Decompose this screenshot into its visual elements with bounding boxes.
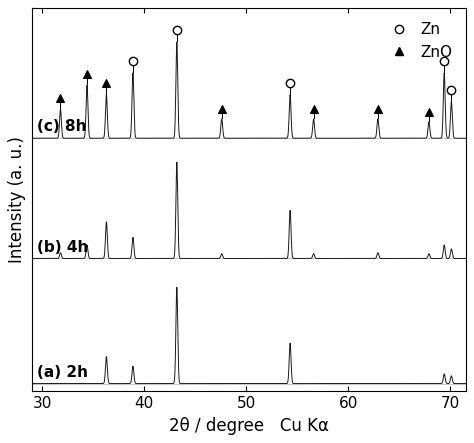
X-axis label: 2θ / degree   Cu Kα: 2θ / degree Cu Kα bbox=[169, 417, 328, 435]
Text: (b) 4h: (b) 4h bbox=[37, 240, 88, 255]
Text: (a) 2h: (a) 2h bbox=[37, 365, 88, 380]
Legend: Zn, ZnO: Zn, ZnO bbox=[377, 16, 458, 66]
Text: (c) 8h: (c) 8h bbox=[37, 119, 86, 134]
Y-axis label: Intensity (a. u.): Intensity (a. u.) bbox=[9, 136, 27, 263]
